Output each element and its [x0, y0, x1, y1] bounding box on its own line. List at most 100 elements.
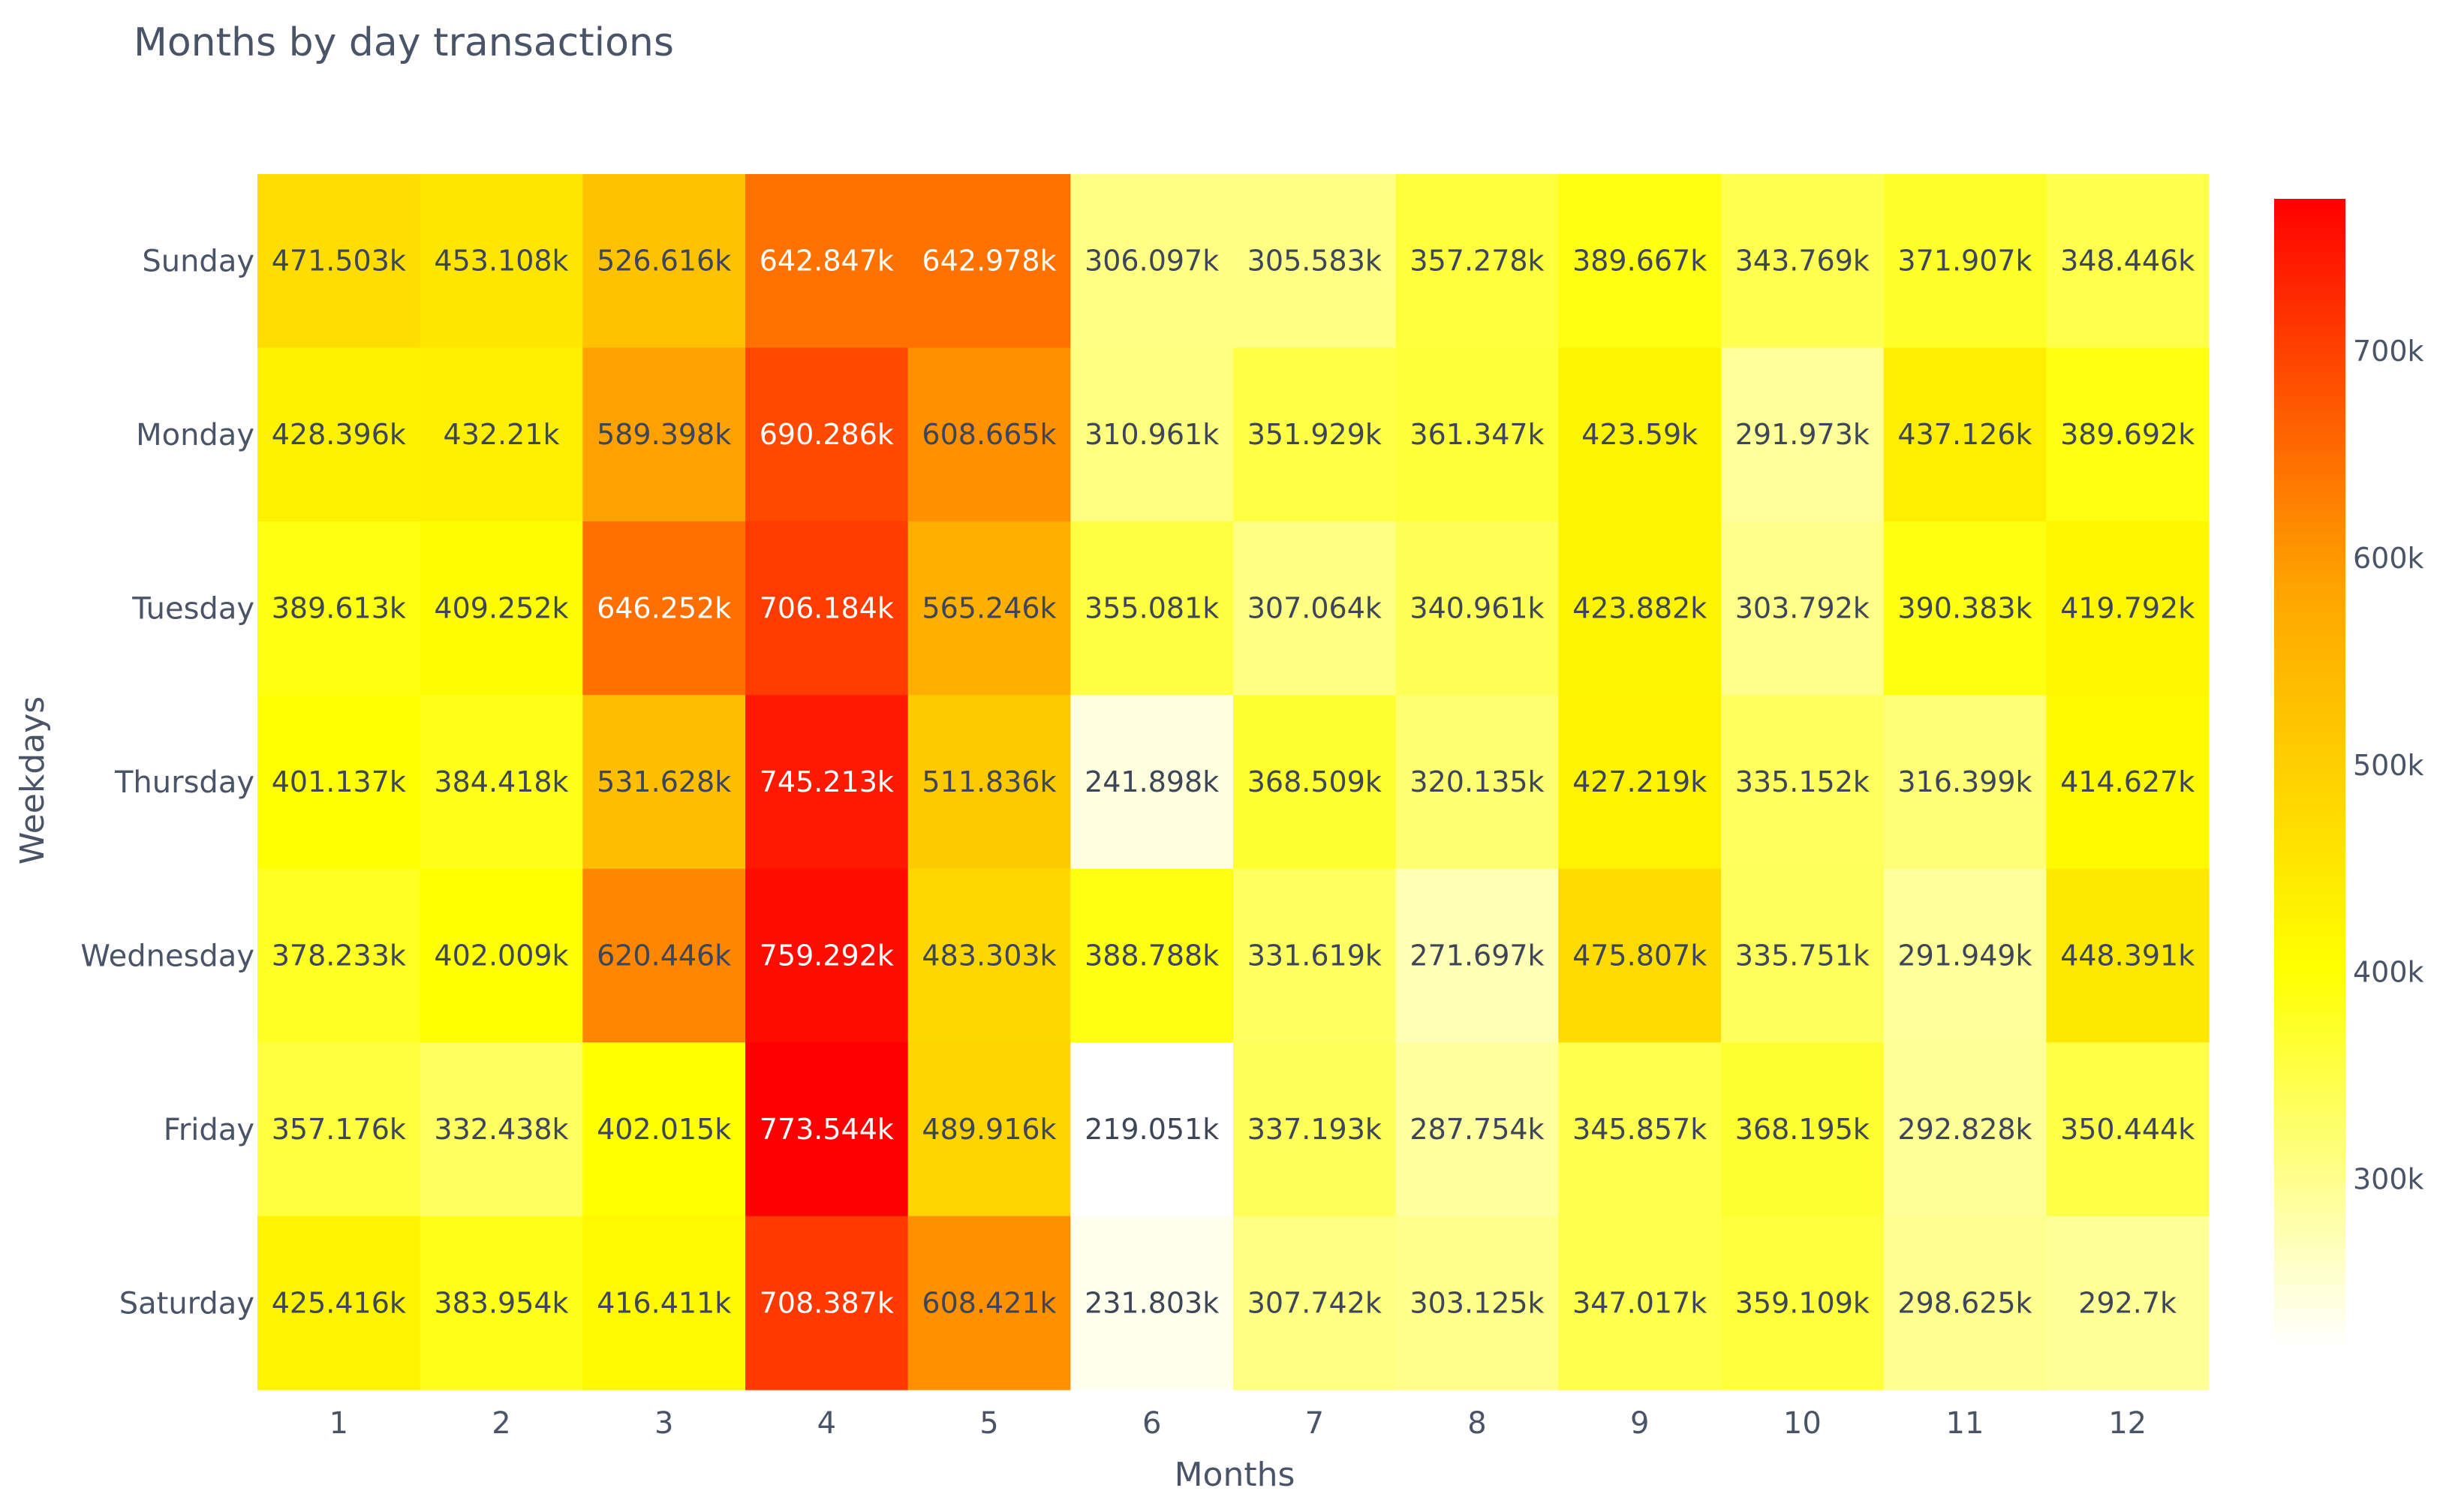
cell-value-label: 773.544k — [760, 1113, 894, 1146]
heatmap-cell — [1558, 347, 1722, 522]
cell-value-label: 389.667k — [1572, 245, 1707, 278]
cell-value-label: 437.126k — [1897, 418, 2032, 451]
heatmap-cell — [257, 521, 421, 696]
cell-value-label: 303.792k — [1735, 592, 1870, 625]
colorbar-tick-label: 400k — [2353, 956, 2424, 989]
cell-value-label: 351.929k — [1247, 418, 1382, 451]
cell-value-label: 389.692k — [2060, 418, 2195, 451]
cell-value-label: 292.7k — [2078, 1286, 2177, 1319]
heatmap-cell — [745, 1216, 909, 1390]
cell-value-label: 388.788k — [1085, 939, 1219, 972]
heatmap-cell — [257, 347, 421, 522]
heatmap-cell — [1070, 521, 1234, 696]
cell-value-label: 332.438k — [434, 1113, 568, 1146]
cell-value-label: 331.619k — [1247, 939, 1382, 972]
cell-value-label: 448.391k — [2060, 939, 2195, 972]
heatmap-cell — [1070, 868, 1234, 1043]
cell-value-label: 642.847k — [760, 245, 894, 278]
heatmap-cell — [745, 868, 909, 1043]
cell-value-label: 620.446k — [597, 939, 731, 972]
heatmap-cell — [1883, 174, 2047, 349]
heatmap-cell — [1883, 347, 2047, 522]
x-tick-label: 5 — [979, 1406, 998, 1441]
cell-value-label: 345.857k — [1572, 1113, 1707, 1146]
x-tick-label: 6 — [1142, 1406, 1161, 1441]
cell-value-label: 471.503k — [272, 245, 406, 278]
cell-value-label: 409.252k — [434, 592, 568, 625]
heatmap-cell — [420, 1216, 583, 1390]
heatmap-cell — [1721, 521, 1885, 696]
heatmap-cell — [1070, 347, 1234, 522]
heatmap-cell — [582, 868, 746, 1043]
heatmap-cell — [2046, 174, 2210, 349]
cell-value-label: 287.754k — [1410, 1113, 1544, 1146]
heatmap-cell — [420, 347, 583, 522]
colorbar-tick-label: 600k — [2353, 542, 2424, 575]
cell-value-label: 483.303k — [922, 939, 1056, 972]
cell-value-label: 219.051k — [1085, 1113, 1219, 1146]
cell-value-label: 453.108k — [434, 245, 568, 278]
heatmap-cell — [907, 174, 1071, 349]
heatmap-cell — [420, 695, 583, 870]
cell-value-label: 241.898k — [1085, 765, 1219, 798]
heatmap-cell — [420, 868, 583, 1043]
cell-value-label: 357.278k — [1410, 245, 1544, 278]
cell-value-label: 383.954k — [434, 1286, 568, 1319]
cell-value-label: 368.509k — [1247, 765, 1382, 798]
heatmap-cell — [2046, 868, 2210, 1043]
heatmap-cell — [1395, 695, 1559, 870]
cell-value-label: 646.252k — [597, 592, 731, 625]
heatmap-cell — [1558, 1042, 1722, 1217]
colorbar-tick-label: 300k — [2353, 1163, 2424, 1196]
y-tick-label: Saturday — [119, 1286, 254, 1321]
cell-value-label: 316.399k — [1897, 765, 2032, 798]
heatmap-cell — [1070, 695, 1234, 870]
heatmap-cell — [1395, 521, 1559, 696]
cell-value-label: 706.184k — [760, 592, 894, 625]
heatmap-cell — [2046, 521, 2210, 696]
cell-value-label: 589.398k — [597, 418, 731, 451]
cell-value-label: 335.152k — [1735, 765, 1870, 798]
cell-value-label: 401.137k — [272, 765, 406, 798]
heatmap-cell — [907, 1042, 1071, 1217]
cell-value-label: 291.949k — [1897, 939, 2032, 972]
cell-value-label: 708.387k — [760, 1286, 894, 1319]
cell-value-label: 271.697k — [1410, 939, 1544, 972]
cell-value-label: 306.097k — [1085, 245, 1219, 278]
colorbar-tick-label: 700k — [2353, 335, 2424, 368]
heatmap-cell — [420, 174, 583, 349]
heatmap-cell — [1233, 521, 1397, 696]
heatmap-cell — [1395, 174, 1559, 349]
cell-value-label: 307.064k — [1247, 592, 1382, 625]
cell-value-label: 414.627k — [2060, 765, 2195, 798]
y-tick-label: Wednesday — [80, 939, 254, 973]
heatmap-cell — [1233, 174, 1397, 349]
cell-value-label: 361.347k — [1410, 418, 1544, 451]
heatmap-cell — [1721, 1042, 1885, 1217]
heatmap-cell — [1395, 1042, 1559, 1217]
heatmap-cell — [745, 347, 909, 522]
x-tick-label: 4 — [817, 1406, 836, 1441]
heatmap-cell — [1233, 1216, 1397, 1390]
heatmap-cell — [2046, 1216, 2210, 1390]
heatmap-cell — [1070, 1042, 1234, 1217]
cell-value-label: 335.751k — [1735, 939, 1870, 972]
y-axis-title: Weekdays — [14, 696, 52, 864]
heatmap-cell — [1721, 1216, 1885, 1390]
heatmap-cell — [745, 521, 909, 696]
heatmap-cell — [257, 868, 421, 1043]
cell-value-label: 402.009k — [434, 939, 568, 972]
heatmap-cell — [1558, 174, 1722, 349]
heatmap-cell — [257, 695, 421, 870]
heatmap-cell — [1395, 347, 1559, 522]
x-tick-label: 7 — [1305, 1406, 1324, 1441]
x-tick-label: 8 — [1467, 1406, 1486, 1441]
cell-value-label: 231.803k — [1085, 1286, 1219, 1319]
colorbar — [2274, 199, 2345, 1347]
heatmap-cell — [257, 174, 421, 349]
cell-value-label: 423.59k — [1581, 418, 1698, 451]
cell-value-label: 359.109k — [1735, 1286, 1870, 1319]
cell-value-label: 371.907k — [1897, 245, 2032, 278]
y-tick-label: Thursday — [114, 765, 254, 800]
cell-value-label: 531.628k — [597, 765, 731, 798]
